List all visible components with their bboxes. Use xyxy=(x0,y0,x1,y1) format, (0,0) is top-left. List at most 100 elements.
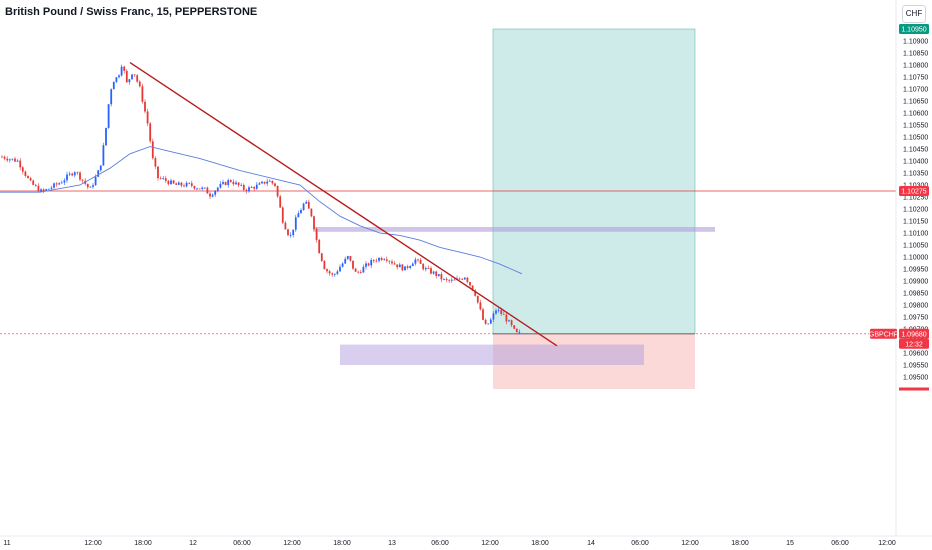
candle-body xyxy=(144,101,146,112)
candle-body xyxy=(336,271,339,274)
candle-body xyxy=(146,111,149,124)
candle-body xyxy=(323,261,326,270)
candle-body xyxy=(29,178,32,181)
candle-body xyxy=(92,185,94,187)
candle-body xyxy=(141,86,144,102)
candle-body xyxy=(346,256,349,259)
candle-body xyxy=(318,239,321,254)
time-tick-label: 06:00 xyxy=(233,540,251,547)
time-tick-label: 18:00 xyxy=(134,540,152,547)
target-price-tag: 1.10950 xyxy=(901,27,926,34)
candle-body xyxy=(14,158,16,162)
price-tick-label: 1.10550 xyxy=(903,123,928,130)
time-axis[interactable]: 11 12:00 18:00 12 06:00 12:00 18:00 13 06:00 12:0… xyxy=(0,535,932,547)
candle-body xyxy=(242,184,245,190)
candle-body xyxy=(133,74,136,76)
candle-body xyxy=(419,259,422,264)
candle-body xyxy=(185,182,188,187)
price-tags-layer: 1.10950 1.10275 GBPCHF 1.09680 12:32 xyxy=(869,24,929,391)
candle-body xyxy=(344,258,347,264)
candle-body xyxy=(383,259,386,261)
time-tick-label: 15 xyxy=(786,540,794,547)
candle-body xyxy=(310,208,313,217)
candle-body xyxy=(328,271,331,274)
candle-body xyxy=(177,182,180,185)
current-price-tag-bg xyxy=(899,328,929,339)
candle-body xyxy=(487,323,490,325)
price-axis[interactable]: 1.10900 1.10850 1.10800 1.10750 1.10700 1.106… xyxy=(895,0,928,536)
candle-body xyxy=(24,171,27,176)
candle-body xyxy=(76,172,79,174)
price-tick-label: 1.09900 xyxy=(903,279,928,286)
candle-body xyxy=(404,266,406,271)
candle-body xyxy=(292,229,295,236)
candle-body xyxy=(307,201,310,209)
candle-body xyxy=(448,279,451,281)
target-zone xyxy=(492,28,696,335)
candle-body xyxy=(287,229,289,236)
candle-body xyxy=(196,188,198,190)
price-tick-label: 1.10700 xyxy=(903,87,928,94)
candle-body xyxy=(45,189,48,191)
currency-button[interactable]: CHF xyxy=(902,5,926,23)
candle-body xyxy=(27,175,29,179)
price-tick-label: 1.09600 xyxy=(903,351,928,358)
candle-body xyxy=(81,179,84,181)
candle-body xyxy=(253,187,256,189)
candle-body xyxy=(86,183,89,188)
demand-zone xyxy=(340,344,644,365)
moving-average-line xyxy=(0,146,523,275)
drawing-zones-layer xyxy=(313,28,715,389)
candle-body xyxy=(60,182,63,184)
candles-layer xyxy=(1,64,521,335)
candle-body xyxy=(151,141,154,159)
candle-body xyxy=(258,183,261,185)
candle-body xyxy=(289,235,292,236)
candle-body xyxy=(37,185,40,192)
time-tick-label: 12:00 xyxy=(283,540,301,547)
candle-body xyxy=(458,278,461,280)
candle-body xyxy=(193,186,196,189)
candle-body xyxy=(450,279,453,281)
candle-body xyxy=(120,66,123,76)
price-tick-label: 1.09850 xyxy=(903,291,928,298)
candle-body xyxy=(216,187,219,191)
candle-body xyxy=(497,310,500,312)
candle-body xyxy=(154,158,157,167)
candle-body xyxy=(424,268,427,270)
time-tick-label: 12:00 xyxy=(481,540,499,547)
candle-body xyxy=(68,173,71,175)
candle-body xyxy=(115,77,118,82)
price-tick-label: 1.10400 xyxy=(903,159,928,166)
candle-body xyxy=(461,278,464,280)
candle-body xyxy=(466,277,469,282)
candle-body xyxy=(55,183,58,185)
candle-body xyxy=(443,278,445,280)
candle-body xyxy=(518,331,521,333)
candle-body xyxy=(341,263,344,267)
candle-body xyxy=(34,184,37,186)
candle-body xyxy=(393,263,396,265)
price-tick-label: 1.10000 xyxy=(903,255,928,262)
candle-body xyxy=(214,190,217,195)
candle-body xyxy=(159,178,162,179)
time-tick-label: 06:00 xyxy=(631,540,649,547)
level-price-tag-bg xyxy=(899,186,929,196)
candle-body xyxy=(198,188,201,190)
price-tick-label: 1.10600 xyxy=(903,111,928,118)
candle-body xyxy=(203,187,206,189)
candle-body xyxy=(489,319,492,324)
candle-body xyxy=(125,70,128,83)
candle-body xyxy=(40,189,42,192)
candle-body xyxy=(99,165,102,171)
candle-body xyxy=(406,266,409,268)
candle-body xyxy=(375,260,378,262)
candle-body xyxy=(367,263,370,266)
candle-body xyxy=(271,180,274,184)
chart-title: British Pound / Swiss Franc, 15, PEPPERS… xyxy=(5,6,258,18)
candle-body xyxy=(263,181,266,184)
supply-zone xyxy=(313,227,715,232)
candle-body xyxy=(515,328,518,333)
candle-body xyxy=(297,213,300,218)
